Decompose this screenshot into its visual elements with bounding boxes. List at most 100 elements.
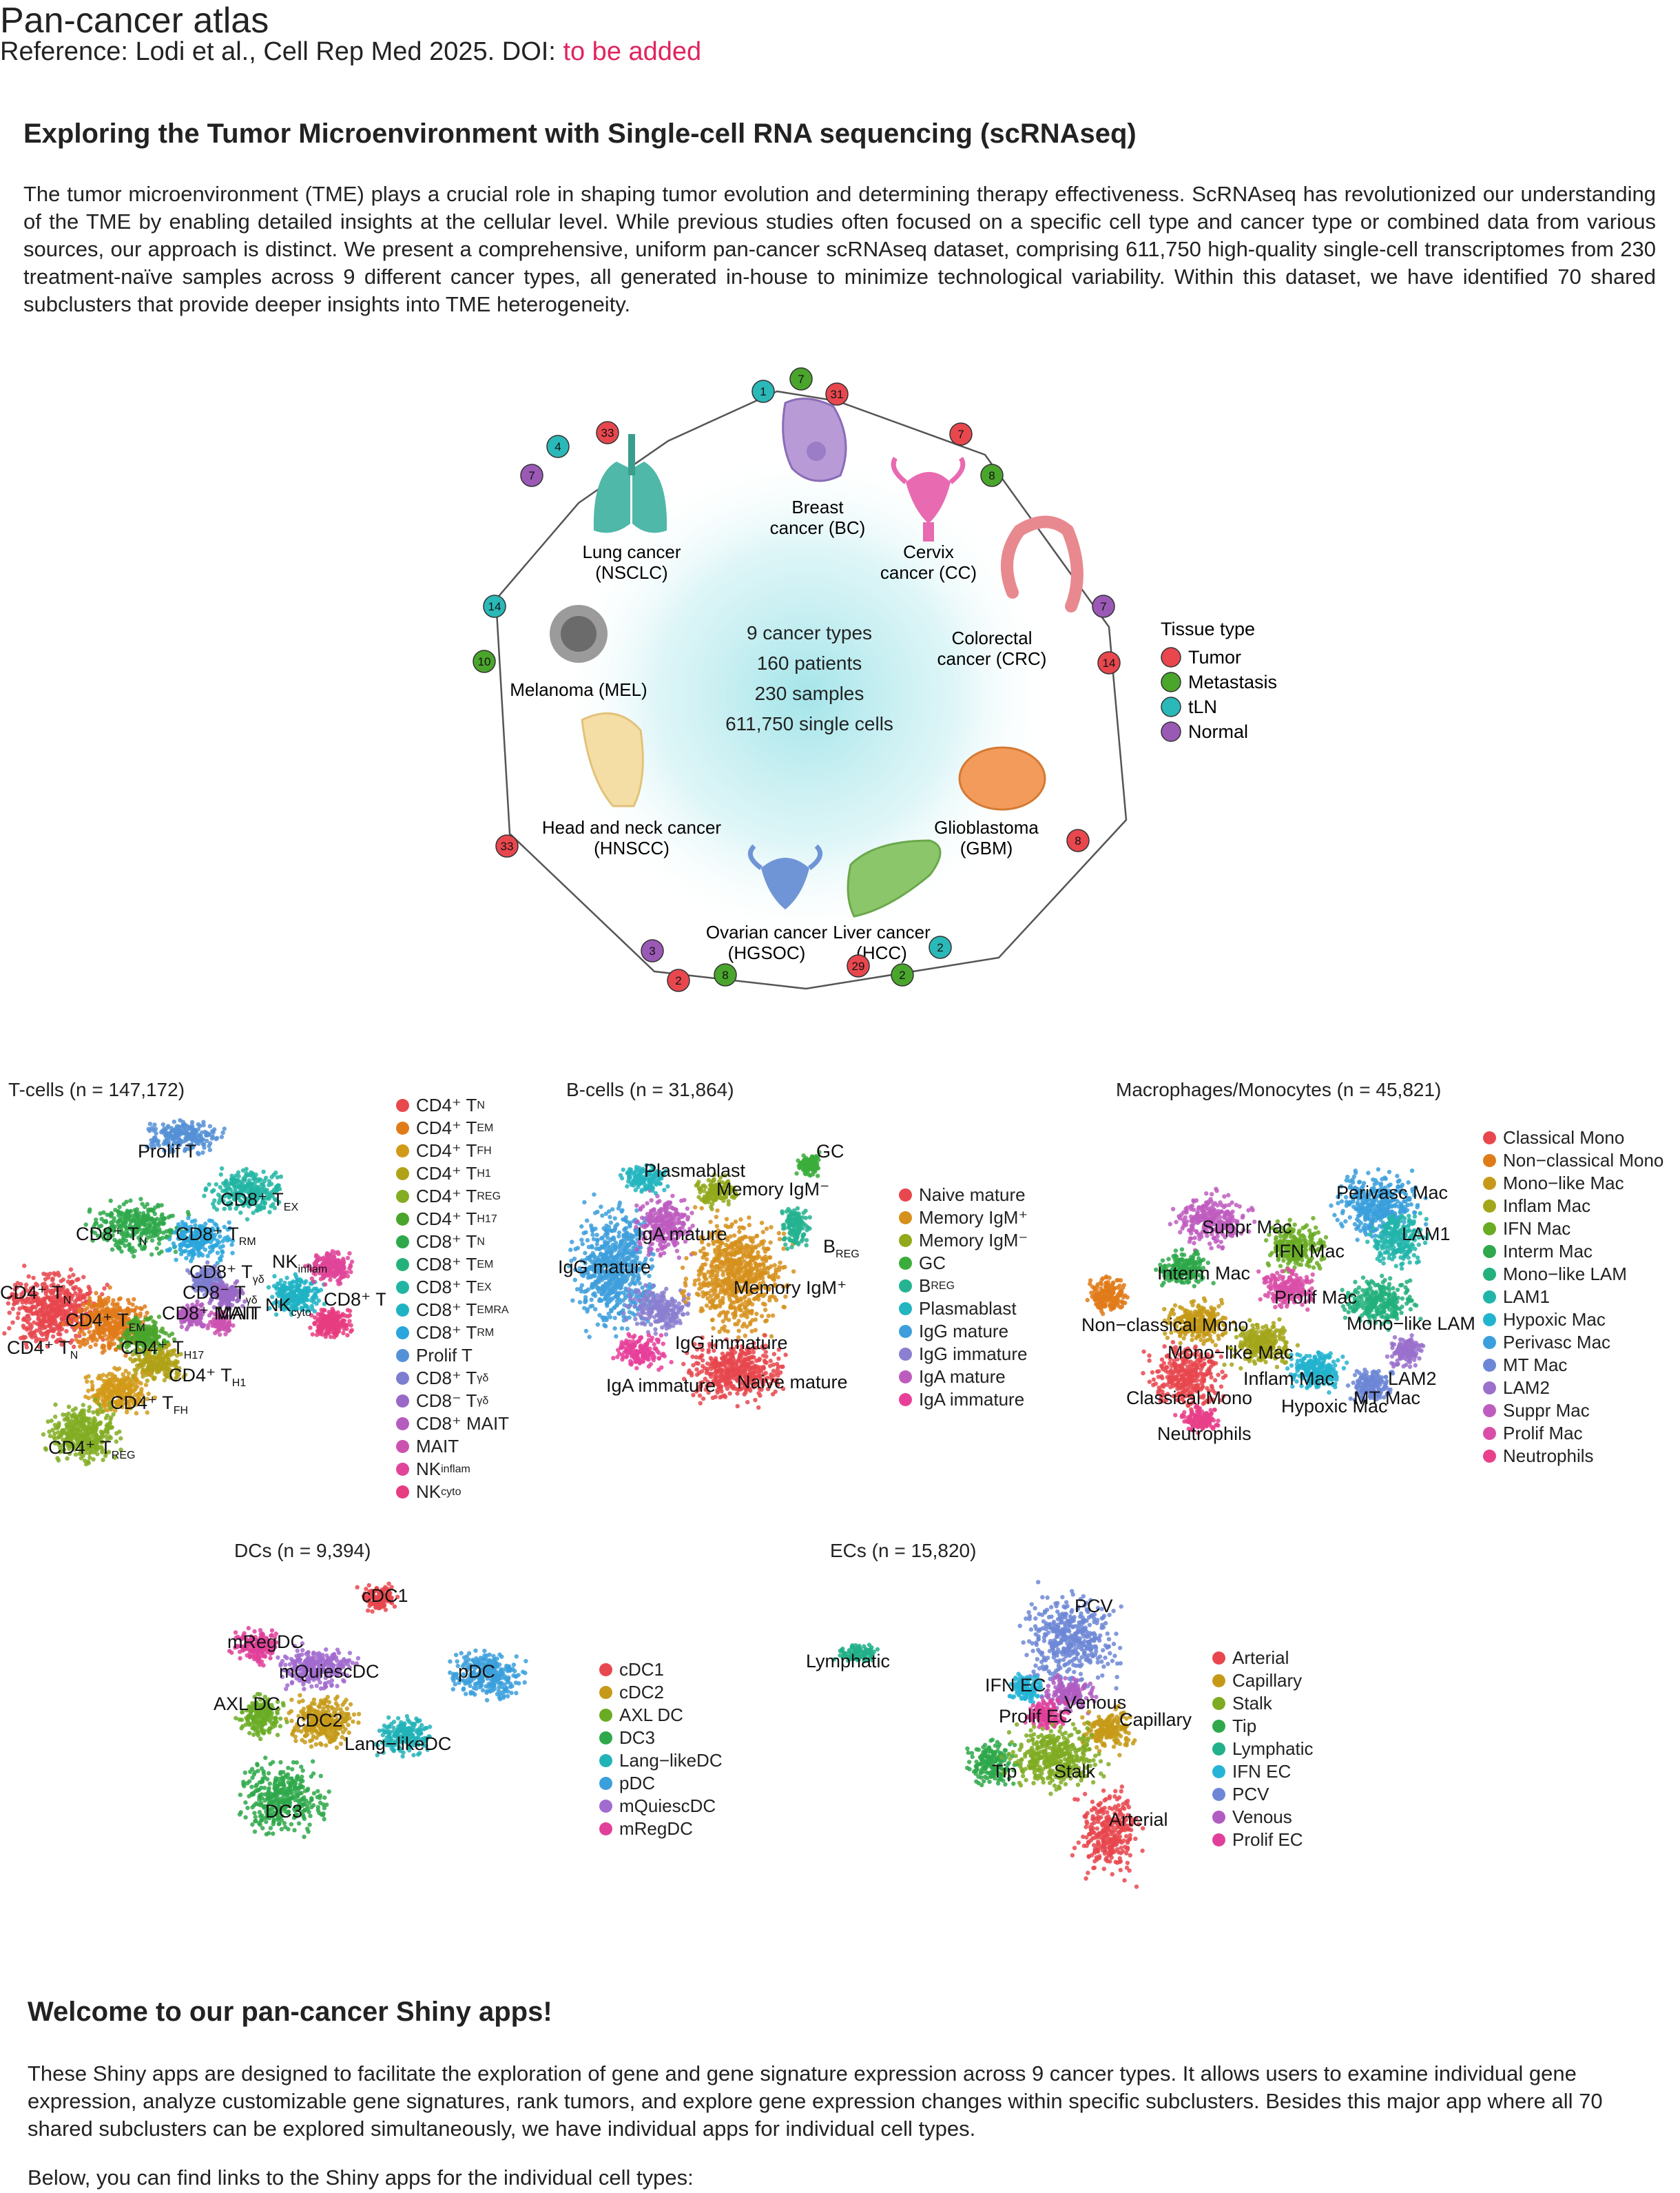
doi-link[interactable]: to be added xyxy=(563,37,702,66)
dcs-legend: cDC1 cDC2 AXL DC DC3 Lang−likeDC pDC mQuiescDC… xyxy=(599,1658,723,1840)
legend-label: CD4⁺ T xyxy=(416,1095,477,1115)
umap-cluster-points xyxy=(266,1272,327,1317)
macro-title: Macrophages/Monocytes (n = 45,821) xyxy=(1116,1079,1442,1100)
legend-label: CD8⁺ T xyxy=(416,1368,477,1388)
legend-color-swatch xyxy=(1483,1313,1496,1326)
umap-cluster-points xyxy=(1365,1211,1431,1271)
label-head-neck: Head and neck cancer xyxy=(542,817,722,838)
umap-cluster-label: CD8⁺ Tγδ xyxy=(189,1262,265,1286)
umap-cluster-label: DC3 xyxy=(265,1801,302,1822)
legend-label: Mono−like Mac xyxy=(1503,1173,1624,1193)
svg-text:10: 10 xyxy=(478,655,491,668)
umap-cluster-points xyxy=(621,1283,692,1337)
sample-badge: 14 xyxy=(483,595,506,618)
umap-cluster-points xyxy=(634,1188,695,1260)
legend-label: CD8⁺ T xyxy=(416,1231,477,1252)
stat-samples: 230 samples xyxy=(755,683,864,704)
legend-item: Lang−likeDC xyxy=(599,1749,723,1772)
tcells-title: T-cells (n = 147,172) xyxy=(8,1079,185,1100)
umap-cluster-label: CD4⁺ TH17 xyxy=(121,1337,204,1361)
umap-cluster-points xyxy=(83,1197,199,1259)
bcells-umap: Plasmablast GC Memory IgM⁻ IgA mature BREG Ig… xyxy=(558,1144,860,1410)
legend-item: Inflam Mac xyxy=(1483,1195,1663,1217)
tissue-legend-item: Normal xyxy=(1161,721,1248,742)
legend-label: Neutrophils xyxy=(1503,1445,1594,1466)
legend-item: Lymphatic xyxy=(1212,1738,1314,1760)
tissue-legend-title: Tissue type xyxy=(1161,619,1255,639)
legend-color-swatch xyxy=(396,1235,409,1248)
head-icon xyxy=(581,712,644,807)
label-glioblastoma-abbr: (GBM) xyxy=(960,838,1013,858)
legend-color-swatch xyxy=(1212,1720,1225,1733)
legend-item: CD8⁺ T RM xyxy=(396,1321,509,1344)
label-lung: Lung cancer xyxy=(582,542,681,562)
legend-item: Arterial xyxy=(1212,1647,1314,1669)
umap-cluster-points xyxy=(1256,1266,1316,1312)
umap-cluster-points xyxy=(681,1332,788,1410)
umap-cluster-points xyxy=(794,1150,822,1178)
legend-item: cDC2 xyxy=(599,1681,723,1704)
umap-cluster-label: Suppr Mac xyxy=(1202,1217,1292,1237)
legend-item: IgA mature xyxy=(899,1366,1028,1388)
reference-text: Reference: Lodi et al., Cell Rep Med 202… xyxy=(0,37,563,66)
legend-label: LAM2 xyxy=(1503,1377,1550,1398)
umap-cluster-label: Naive mature xyxy=(737,1372,848,1392)
macro-umap: Perivasc Mac Suppr Mac LAM1 IFN Mac Interm M… xyxy=(1081,1167,1475,1444)
legend-item: Interm Mac xyxy=(1483,1240,1663,1263)
legend-item: Hypoxic Mac xyxy=(1483,1308,1663,1331)
legend-label: IgG mature xyxy=(919,1321,1009,1341)
legend-color-swatch xyxy=(396,1281,409,1294)
umap-cluster-label: AXL DC xyxy=(214,1693,280,1714)
umap-cluster-label: Prolif EC xyxy=(999,1706,1072,1727)
umap-cluster-label: MT Mac xyxy=(1354,1388,1420,1408)
ecs-title: ECs (n = 15,820) xyxy=(830,1540,977,1561)
umap-cluster-label: CD4⁺ TN xyxy=(0,1282,71,1306)
legend-item: Capillary xyxy=(1212,1669,1314,1692)
umap-cluster-label: CD4⁺ TFH xyxy=(110,1392,188,1417)
svg-text:14: 14 xyxy=(488,600,501,613)
legend-item: Perivasc Mac xyxy=(1483,1331,1663,1354)
legend-label: Non−classical Mono xyxy=(1503,1150,1664,1171)
legend-label: Memory IgM⁺ xyxy=(919,1207,1028,1228)
legend-item: Prolif Mac xyxy=(1483,1422,1663,1445)
legend-label-subscript: EM xyxy=(477,1122,494,1134)
legend-item: Plasmablast xyxy=(899,1297,1028,1320)
legend-item: mQuiescDC xyxy=(599,1795,723,1818)
stat-patients: 160 patients xyxy=(757,652,862,674)
legend-label: CD4⁺ T xyxy=(416,1186,477,1206)
sample-badge: 8 xyxy=(1066,829,1090,852)
umap-cluster-points xyxy=(176,1299,212,1332)
umap-cluster-points xyxy=(1173,1403,1221,1435)
legend-color-swatch xyxy=(396,1394,409,1408)
legend-color-swatch xyxy=(396,1144,409,1157)
legend-color-swatch xyxy=(599,1800,612,1813)
legend-item: IFN Mac xyxy=(1483,1217,1663,1240)
umap-cluster-points xyxy=(1385,1333,1426,1369)
legend-color-swatch xyxy=(1483,1245,1496,1258)
legend-label: Interm Mac xyxy=(1503,1241,1593,1262)
umap-cluster-label: Non−classical Mono xyxy=(1081,1315,1248,1335)
umap-cluster-label: Prolif Mac xyxy=(1274,1287,1357,1308)
legend-item: CD8⁺ T EMRA xyxy=(396,1299,509,1321)
legend-label: Lang−likeDC xyxy=(619,1750,723,1771)
melanoma-icon xyxy=(550,605,608,663)
umap-cluster-points xyxy=(1168,1186,1257,1253)
sample-badge: 10 xyxy=(473,650,496,673)
legend-item: CD8⁺ MAIT xyxy=(396,1412,509,1435)
legend-item: Memory IgM⁺ xyxy=(899,1206,1028,1229)
umap-cluster-label: NKinflam xyxy=(272,1251,327,1275)
legend-label-subscript: N xyxy=(477,1236,485,1248)
umap-cluster-points xyxy=(1345,1367,1396,1403)
legend-item: PCV xyxy=(1212,1783,1314,1806)
legend-item: IgG mature xyxy=(899,1320,1028,1343)
links-intro-text: Below, you can find links to the Shiny a… xyxy=(28,2165,694,2190)
svg-text:8: 8 xyxy=(1075,834,1081,847)
legend-item: NK cyto xyxy=(396,1481,509,1503)
legend-item: MT Mac xyxy=(1483,1354,1663,1377)
umap-cluster-label: cDC2 xyxy=(296,1710,343,1731)
legend-color-swatch xyxy=(599,1663,612,1676)
legend-label: Prolif EC xyxy=(1232,1829,1303,1850)
umap-cluster-label: Arterial xyxy=(1109,1809,1168,1830)
legend-color-swatch xyxy=(396,1417,409,1430)
